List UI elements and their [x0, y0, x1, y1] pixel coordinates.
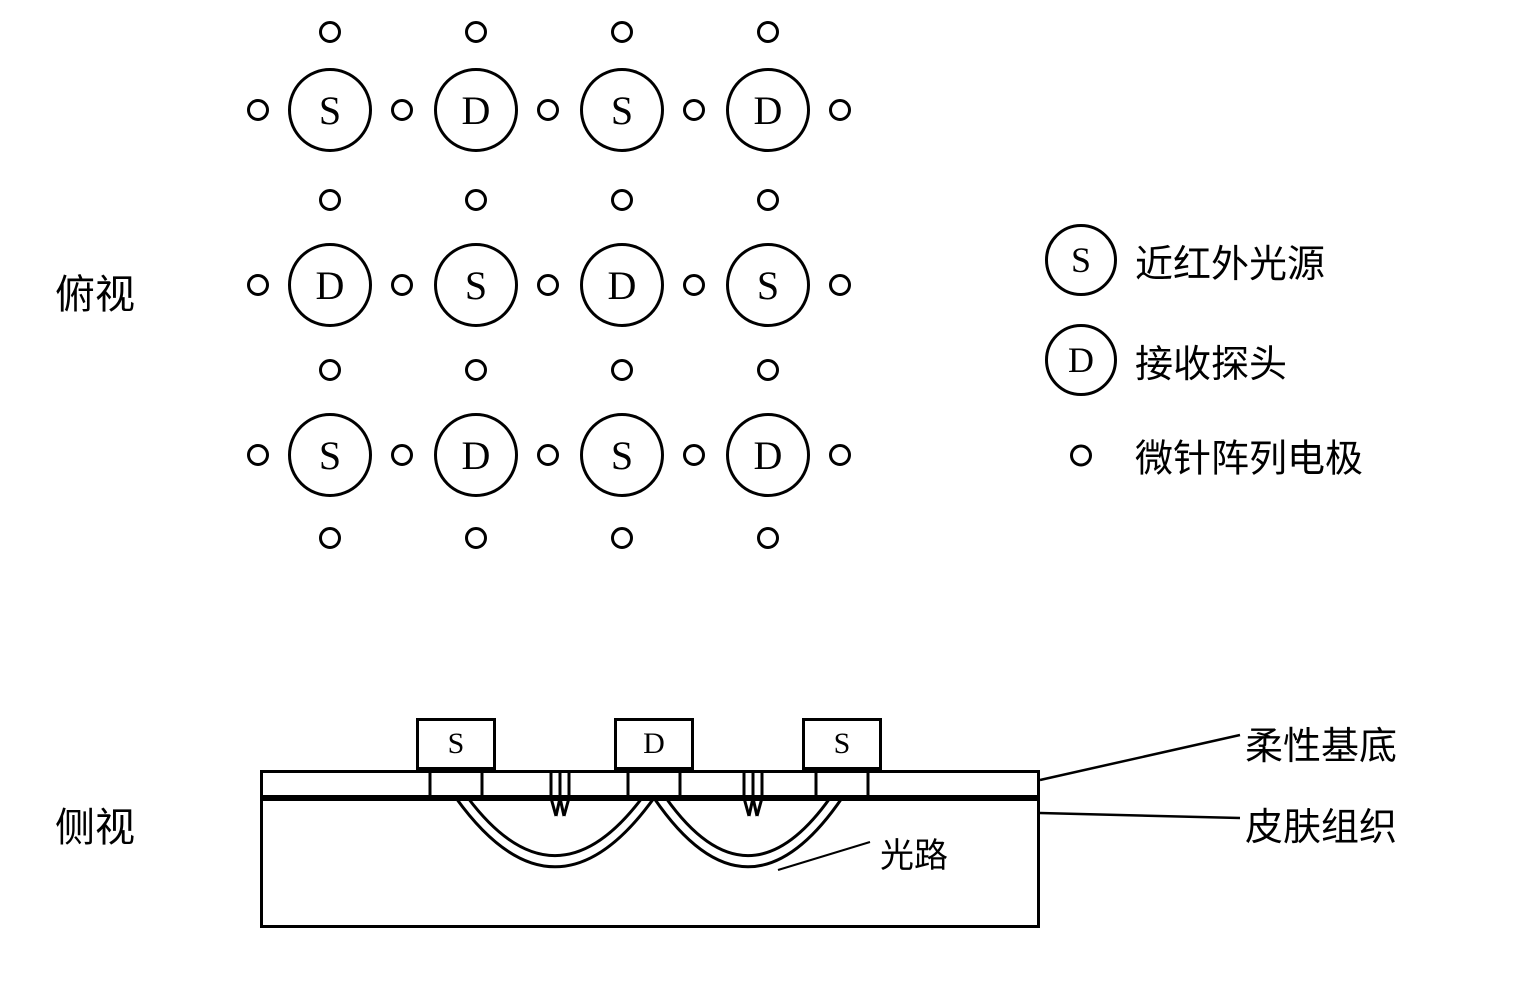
microneedle-electrode: [683, 444, 705, 466]
microneedle-electrode: [757, 359, 779, 381]
microneedle-electrode: [391, 99, 413, 121]
microneedle-electrode: [247, 444, 269, 466]
legend-row: 微针阵列电极: [1045, 428, 1363, 483]
microneedle-electrode: [465, 359, 487, 381]
detector-node: D: [726, 68, 810, 152]
microneedle-electrode: [829, 444, 851, 466]
source-node: S: [288, 68, 372, 152]
detector-box: D: [614, 718, 694, 770]
microneedle-electrode: [319, 527, 341, 549]
microneedle-electrode: [537, 444, 559, 466]
microneedle-electrode: [611, 359, 633, 381]
microneedle-electrode: [757, 189, 779, 211]
skin-tissue-label: 皮肤组织: [1245, 796, 1397, 851]
source-node: S: [434, 243, 518, 327]
side-view-label: 侧视: [55, 795, 135, 853]
source-box: S: [416, 718, 496, 770]
source-node: S: [288, 413, 372, 497]
detector-node: D: [434, 68, 518, 152]
legend-text: 微针阵列电极: [1135, 428, 1363, 483]
microneedle-electrode: [611, 527, 633, 549]
source-node: S: [726, 243, 810, 327]
microneedle-electrode: [683, 99, 705, 121]
legend-source-icon: S: [1045, 224, 1117, 296]
microneedle-electrode: [319, 359, 341, 381]
microneedle-electrode: [247, 274, 269, 296]
top-view-label: 俯视: [55, 262, 135, 320]
microneedle-electrode: [757, 21, 779, 43]
source-box: S: [802, 718, 882, 770]
detector-node: D: [434, 413, 518, 497]
microneedle-electrode: [757, 527, 779, 549]
legend-detector-icon: D: [1045, 324, 1117, 396]
microneedle-electrode: [319, 21, 341, 43]
source-node: S: [580, 413, 664, 497]
legend-text: 近红外光源: [1135, 233, 1325, 288]
detector-node: D: [580, 243, 664, 327]
flex-substrate-rect: [260, 770, 1040, 798]
microneedle-electrode: [247, 99, 269, 121]
microneedle-electrode: [391, 444, 413, 466]
microneedle-electrode: [611, 21, 633, 43]
microneedle-electrode: [465, 21, 487, 43]
microneedle-electrode: [829, 274, 851, 296]
flex-substrate-label: 柔性基底: [1245, 715, 1397, 770]
microneedle-electrode: [683, 274, 705, 296]
detector-node: D: [288, 243, 372, 327]
microneedle-electrode: [465, 527, 487, 549]
microneedle-electrode: [537, 274, 559, 296]
legend-text: 接收探头: [1135, 333, 1287, 388]
microneedle-electrode: [537, 99, 559, 121]
light-path-label: 光路: [880, 828, 948, 877]
microneedle-electrode: [319, 189, 341, 211]
source-node: S: [580, 68, 664, 152]
legend-electrode-icon: [1070, 444, 1092, 466]
microneedle-electrode: [465, 189, 487, 211]
diagram-root: 俯视 SDSDDSDSSDSD S近红外光源D接收探头微针阵列电极 侧视 SDS…: [0, 0, 1527, 985]
microneedle-electrode: [829, 99, 851, 121]
legend-row: S 近红外光源: [1045, 224, 1325, 296]
microneedle-electrode: [391, 274, 413, 296]
detector-node: D: [726, 413, 810, 497]
microneedle-electrode: [611, 189, 633, 211]
legend-row: D 接收探头: [1045, 324, 1287, 396]
